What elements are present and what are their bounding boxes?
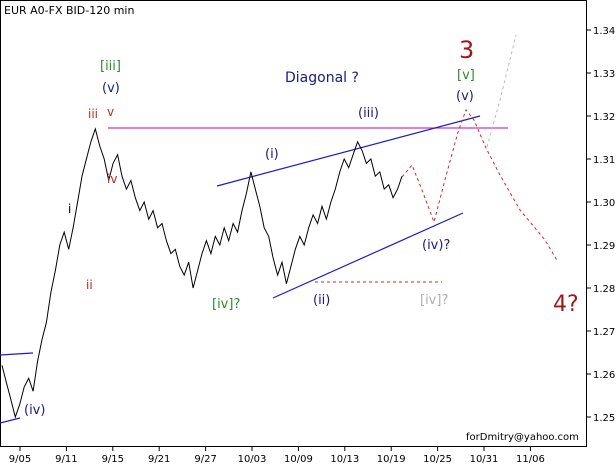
- price-series-line: [1, 127, 403, 419]
- wave-label: 4?: [553, 292, 579, 317]
- chart-footer: forDmitry@yahoo.com: [466, 432, 579, 443]
- forecast-path: [401, 108, 559, 263]
- x-tick-label: 10/31: [470, 454, 499, 465]
- wave-label: [v]: [457, 68, 475, 83]
- alternate-forecast-path: [486, 34, 517, 148]
- wave-label: 3: [459, 36, 474, 64]
- x-tick-label: 10/13: [330, 454, 359, 465]
- x-tick-label: 9/15: [102, 454, 124, 465]
- y-tick-label: 1.33: [593, 69, 615, 80]
- wave-label: (iii): [358, 106, 379, 121]
- wave-label: (i): [265, 147, 279, 162]
- left-channel-upper-line: [0, 352, 34, 356]
- y-tick-label: 1.32: [593, 112, 615, 123]
- y-tick-label: 1.27: [593, 327, 615, 338]
- y-tick-label: 1.26: [593, 370, 615, 381]
- y-tick-label: 1.34: [593, 26, 615, 37]
- x-tick-label: 9/21: [148, 454, 170, 465]
- wave-label: iv: [107, 172, 117, 186]
- x-tick-label: 10/25: [423, 454, 452, 465]
- y-tick-label: 1.25: [593, 413, 615, 424]
- wave-label: (iv): [24, 403, 45, 418]
- wave-label: (v): [456, 89, 474, 104]
- left-channel-lower-line: [0, 417, 21, 424]
- x-tick-label: 10/19: [377, 454, 406, 465]
- wave-label: i: [68, 202, 71, 216]
- y-axis: 1.34 1.33 1.32 1.31 1.30 1.29 1.28 1.27 1.26 1.25: [587, 26, 615, 424]
- channel-upper-line: [216, 115, 481, 187]
- wave-label: iii: [88, 107, 98, 121]
- channel-lower-line: [272, 212, 464, 299]
- x-tick-label: 10/09: [284, 454, 313, 465]
- wave-label: [iv]?: [212, 297, 240, 312]
- wave-label: v: [107, 105, 114, 119]
- y-tick-label: 1.30: [593, 198, 615, 209]
- wave-label: (ii): [313, 293, 330, 308]
- y-tick-label: 1.31: [593, 155, 615, 166]
- wave-label: ii: [86, 278, 93, 292]
- y-tick-label: 1.28: [593, 284, 615, 295]
- x-tick-label: 9/05: [9, 454, 31, 465]
- wave-label: (v): [102, 81, 120, 96]
- x-axis: 9/05 9/11 9/15 9/21 9/27 10/03 10/09 10/13 10/19…: [9, 447, 545, 465]
- x-tick-label: 10/03: [238, 454, 267, 465]
- plot-frame: [0, 0, 587, 447]
- wave-label: (iv)?: [422, 238, 450, 253]
- wave-label: Diagonal ?: [285, 70, 359, 86]
- wave-label: [iii]: [100, 59, 121, 74]
- x-tick-label: 11/06: [516, 454, 545, 465]
- x-tick-label: 9/11: [55, 454, 77, 465]
- x-tick-label: 9/27: [194, 454, 216, 465]
- wave-label: [iv]?: [420, 293, 448, 308]
- y-tick-label: 1.29: [593, 241, 615, 252]
- chart-title: EUR A0-FX BID-120 min: [4, 4, 134, 17]
